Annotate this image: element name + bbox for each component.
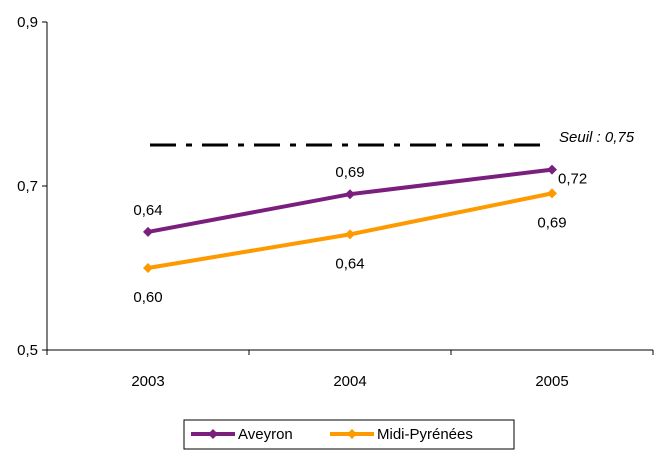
legend-swatch-marker — [347, 429, 357, 439]
series-group: 0,64 0,69 0,72 0,60 0,64 0,69 — [133, 164, 587, 306]
legend-label: Midi-Pyrénées — [377, 426, 473, 443]
data-point-marker — [547, 164, 557, 175]
x-tick-label: 2005 — [535, 373, 568, 390]
data-point-marker — [547, 188, 557, 199]
data-point-marker — [345, 229, 355, 240]
y-tick-label: 0,9 — [17, 14, 38, 31]
legend: Aveyron Midi-Pyrénées — [183, 419, 515, 450]
y-tick-label: 0,7 — [17, 178, 38, 195]
axes: 0,5 0,7 0,9 2003 2004 2005 — [17, 14, 654, 390]
data-label: 0,72 — [558, 171, 587, 188]
y-tick-label: 0,5 — [17, 342, 38, 359]
threshold-label: Seuil : 0,75 — [559, 129, 635, 146]
data-label: 0,64 — [335, 255, 364, 272]
x-tick-label: 2004 — [333, 373, 366, 390]
data-label: 0,69 — [537, 214, 566, 231]
data-label: 0,69 — [335, 164, 364, 181]
data-label: 0,60 — [133, 289, 162, 306]
x-tick-label: 2003 — [131, 373, 164, 390]
threshold-group: Seuil : 0,75 — [150, 129, 635, 147]
data-point-marker — [143, 226, 153, 237]
data-label: 0,64 — [133, 202, 162, 219]
legend-swatch-marker — [208, 429, 218, 439]
data-point-marker — [345, 189, 355, 200]
legend-label: Aveyron — [238, 426, 293, 443]
data-point-marker — [143, 263, 153, 273]
